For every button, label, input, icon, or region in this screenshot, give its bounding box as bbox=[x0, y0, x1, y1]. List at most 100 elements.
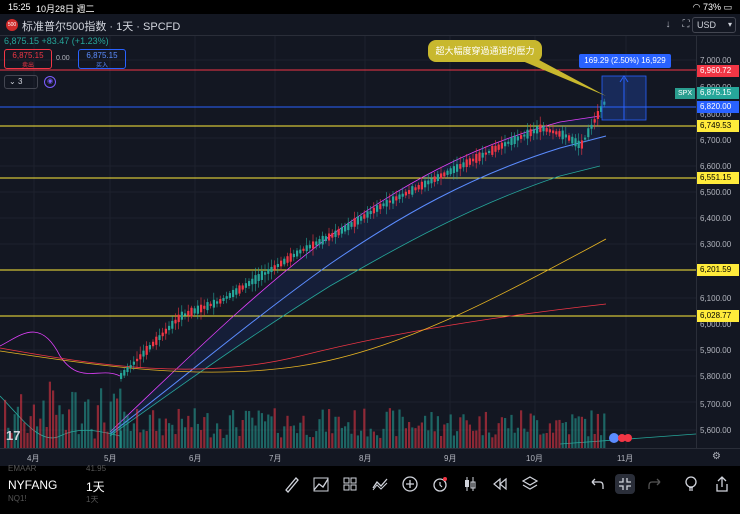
candle[interactable] bbox=[126, 367, 129, 373]
symbol-logo-icon[interactable]: 500 bbox=[6, 19, 18, 31]
candle[interactable] bbox=[513, 135, 516, 145]
brush-icon[interactable] bbox=[282, 474, 302, 494]
collapse-icon[interactable] bbox=[615, 474, 635, 494]
candle[interactable] bbox=[180, 311, 183, 320]
candle[interactable] bbox=[436, 174, 439, 182]
candle[interactable] bbox=[267, 269, 270, 274]
candle[interactable] bbox=[529, 129, 532, 137]
candle[interactable] bbox=[123, 370, 126, 376]
watchlist-prev-symbol[interactable]: EMAAR bbox=[8, 464, 37, 473]
candle[interactable] bbox=[584, 137, 587, 140]
candle[interactable] bbox=[315, 241, 318, 246]
candle[interactable] bbox=[600, 106, 603, 112]
candle[interactable] bbox=[334, 230, 337, 237]
price-tag-yellow-3[interactable]: 6,201.59 bbox=[697, 264, 739, 276]
candle[interactable] bbox=[238, 285, 241, 294]
symbol-title[interactable]: 标准普尔500指数 · 1天 · SPCFD bbox=[22, 21, 181, 33]
candle[interactable] bbox=[404, 191, 407, 196]
interval-selector[interactable]: 1天 bbox=[86, 480, 105, 494]
candle[interactable] bbox=[120, 373, 123, 379]
indicators-toggle[interactable]: ⌄ 3 bbox=[4, 75, 38, 89]
candle[interactable] bbox=[504, 142, 507, 147]
watchlist-next-symbol[interactable]: NQ1! bbox=[8, 494, 27, 503]
candle[interactable] bbox=[417, 185, 420, 190]
candle[interactable] bbox=[171, 320, 174, 329]
candle[interactable] bbox=[260, 271, 263, 280]
candle[interactable] bbox=[139, 354, 142, 360]
candle[interactable] bbox=[561, 130, 564, 140]
candle[interactable] bbox=[196, 305, 199, 314]
candle[interactable] bbox=[155, 336, 158, 345]
candle[interactable] bbox=[408, 190, 411, 194]
candle[interactable] bbox=[248, 281, 251, 286]
candle[interactable] bbox=[555, 131, 558, 135]
candle[interactable] bbox=[254, 275, 257, 284]
candle[interactable] bbox=[388, 200, 391, 203]
candle[interactable] bbox=[523, 134, 526, 137]
rewind-icon[interactable] bbox=[490, 474, 510, 494]
candle[interactable] bbox=[283, 258, 286, 265]
candle[interactable] bbox=[532, 129, 535, 134]
symbol-selector[interactable]: NYFANG bbox=[8, 478, 58, 492]
chart-type-icon[interactable] bbox=[311, 474, 331, 494]
candle[interactable] bbox=[456, 164, 459, 172]
candle[interactable] bbox=[414, 187, 417, 191]
indicators-icon[interactable] bbox=[370, 474, 390, 494]
candle[interactable] bbox=[401, 193, 404, 197]
candle[interactable] bbox=[472, 158, 475, 162]
candle[interactable] bbox=[424, 180, 427, 188]
candle[interactable] bbox=[539, 124, 542, 133]
candle[interactable] bbox=[372, 207, 375, 214]
price-tag-yellow-1[interactable]: 6,749.53 bbox=[697, 120, 739, 132]
candle[interactable] bbox=[187, 310, 190, 316]
candle[interactable] bbox=[398, 194, 401, 200]
candle[interactable] bbox=[577, 140, 580, 149]
candle[interactable] bbox=[379, 203, 382, 210]
candle[interactable] bbox=[235, 288, 238, 295]
candle[interactable] bbox=[142, 350, 145, 357]
candle[interactable] bbox=[222, 298, 225, 301]
redo-icon[interactable] bbox=[646, 474, 666, 494]
candle[interactable] bbox=[273, 265, 276, 270]
candle[interactable] bbox=[459, 164, 462, 169]
sell-button[interactable]: 6,875.15 卖出 bbox=[4, 49, 52, 69]
candle[interactable] bbox=[587, 128, 590, 138]
candle[interactable] bbox=[484, 152, 487, 155]
candle[interactable] bbox=[244, 283, 247, 288]
candle[interactable] bbox=[200, 304, 203, 313]
candle[interactable] bbox=[497, 144, 500, 150]
candle[interactable] bbox=[129, 365, 132, 368]
candle[interactable] bbox=[596, 111, 599, 119]
time-axis[interactable] bbox=[0, 448, 740, 466]
candle[interactable] bbox=[542, 126, 545, 132]
price-tag-current[interactable]: 6,875.15 bbox=[697, 87, 739, 99]
candle[interactable] bbox=[356, 216, 359, 225]
candle[interactable] bbox=[216, 301, 219, 304]
candle[interactable] bbox=[321, 235, 324, 245]
candle[interactable] bbox=[580, 140, 583, 149]
candle[interactable] bbox=[225, 296, 228, 299]
candle[interactable] bbox=[168, 325, 171, 331]
candle[interactable] bbox=[289, 253, 292, 262]
candle[interactable] bbox=[526, 129, 529, 139]
candle[interactable] bbox=[174, 319, 177, 324]
lightbulb-icon[interactable] bbox=[681, 474, 701, 494]
candle[interactable] bbox=[136, 358, 139, 362]
candle[interactable] bbox=[443, 172, 446, 177]
price-tag-resistance[interactable]: 6,960.72 bbox=[697, 65, 739, 77]
candle[interactable] bbox=[312, 241, 315, 249]
candle[interactable] bbox=[574, 138, 577, 147]
candle-replay-icon[interactable] bbox=[460, 474, 480, 494]
candle[interactable] bbox=[507, 141, 510, 144]
candle[interactable] bbox=[305, 245, 308, 252]
candle[interactable] bbox=[478, 152, 481, 162]
layers-icon[interactable] bbox=[520, 474, 540, 494]
candle[interactable] bbox=[251, 278, 254, 285]
candle[interactable] bbox=[350, 222, 353, 227]
event-marker-icon-2[interactable] bbox=[624, 434, 632, 442]
candle[interactable] bbox=[299, 249, 302, 254]
candle[interactable] bbox=[318, 239, 321, 245]
candle[interactable] bbox=[494, 145, 497, 152]
price-tag-blue[interactable]: 6,820.00 bbox=[697, 101, 739, 113]
candle[interactable] bbox=[340, 227, 343, 234]
